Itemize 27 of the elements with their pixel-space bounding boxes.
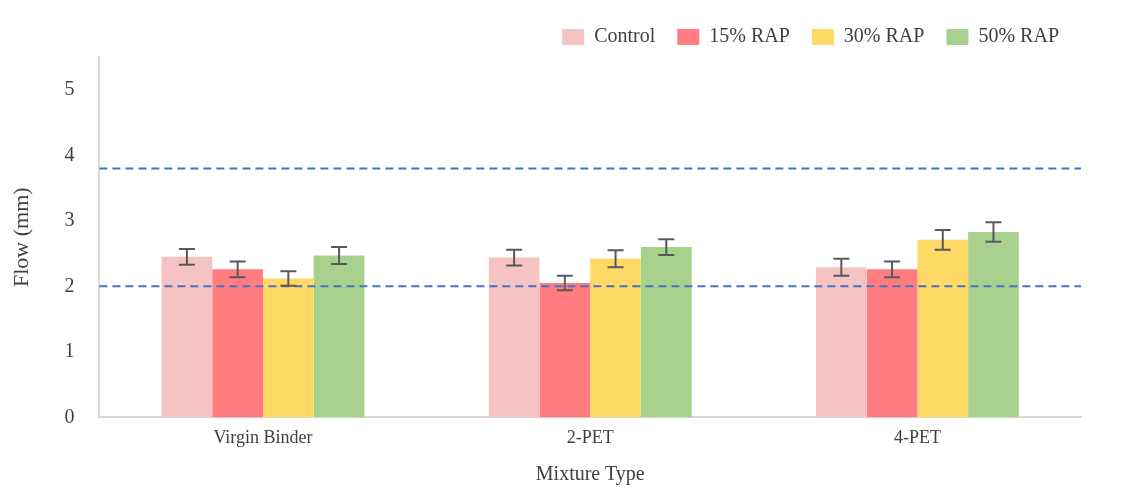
bar (539, 283, 591, 418)
bar (263, 278, 314, 418)
y-tick-label: 0 (64, 404, 75, 427)
bar (161, 256, 213, 418)
x-tick-label: 4-PET (893, 426, 941, 447)
legend-label: 50% RAP (978, 24, 1060, 47)
y-tick-label: 4 (64, 142, 75, 165)
bar (488, 257, 540, 418)
y-tick-label: 2 (64, 273, 75, 296)
bar (866, 269, 918, 418)
bar (212, 269, 263, 418)
bar (590, 258, 641, 418)
y-tick-label: 5 (64, 77, 75, 100)
legend-label: 15% RAP (709, 24, 790, 47)
bar (313, 255, 365, 418)
y-tick-label: 1 (64, 339, 75, 362)
bar (917, 239, 969, 418)
bar (968, 231, 1019, 418)
bar (640, 247, 692, 418)
y-axis-title: Flow (mm) (7, 187, 33, 288)
legend-label: 30% RAP (843, 24, 925, 47)
legend-label: Control (594, 24, 656, 47)
bar (815, 267, 867, 418)
x-tick-label: Virgin Binder (213, 426, 313, 447)
x-tick-label: 2-PET (566, 426, 614, 447)
x-axis-title: Mixture Type (535, 462, 645, 486)
y-tick-label: 3 (64, 208, 75, 231)
